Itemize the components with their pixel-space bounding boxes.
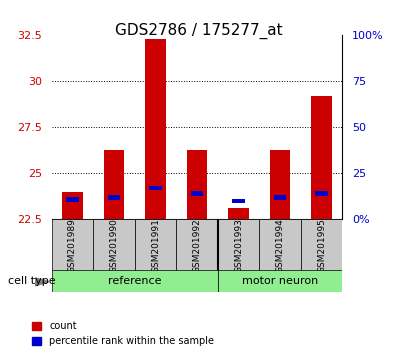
Text: GSM201994: GSM201994 (275, 218, 285, 273)
Legend: count, percentile rank within the sample: count, percentile rank within the sample (29, 319, 217, 349)
FancyBboxPatch shape (52, 219, 93, 271)
FancyBboxPatch shape (259, 219, 301, 271)
Bar (232, 199, 245, 203)
Text: reference: reference (108, 276, 162, 286)
FancyBboxPatch shape (301, 219, 342, 271)
Bar (187, 149, 207, 219)
FancyBboxPatch shape (135, 219, 176, 271)
Text: GSM201990: GSM201990 (109, 218, 119, 273)
Bar (145, 39, 166, 219)
Bar (270, 149, 291, 219)
FancyBboxPatch shape (176, 219, 218, 271)
Bar (62, 192, 83, 219)
Bar (311, 96, 332, 219)
FancyBboxPatch shape (218, 270, 342, 292)
Polygon shape (35, 278, 49, 286)
Bar (149, 186, 162, 190)
Bar (108, 195, 120, 200)
FancyBboxPatch shape (52, 270, 218, 292)
Bar (274, 195, 286, 200)
Bar (66, 197, 79, 201)
Text: GDS2786 / 175277_at: GDS2786 / 175277_at (115, 23, 283, 39)
FancyBboxPatch shape (218, 219, 259, 271)
Text: motor neuron: motor neuron (242, 276, 318, 286)
FancyBboxPatch shape (93, 219, 135, 271)
Bar (315, 192, 328, 196)
Text: GSM201989: GSM201989 (68, 218, 77, 273)
Text: GSM201993: GSM201993 (234, 218, 243, 273)
Text: cell type: cell type (8, 276, 56, 286)
Text: GSM201995: GSM201995 (317, 218, 326, 273)
Bar (103, 149, 124, 219)
Bar (191, 192, 203, 196)
Bar (228, 209, 249, 219)
Text: GSM201992: GSM201992 (193, 218, 201, 273)
Text: GSM201991: GSM201991 (151, 218, 160, 273)
